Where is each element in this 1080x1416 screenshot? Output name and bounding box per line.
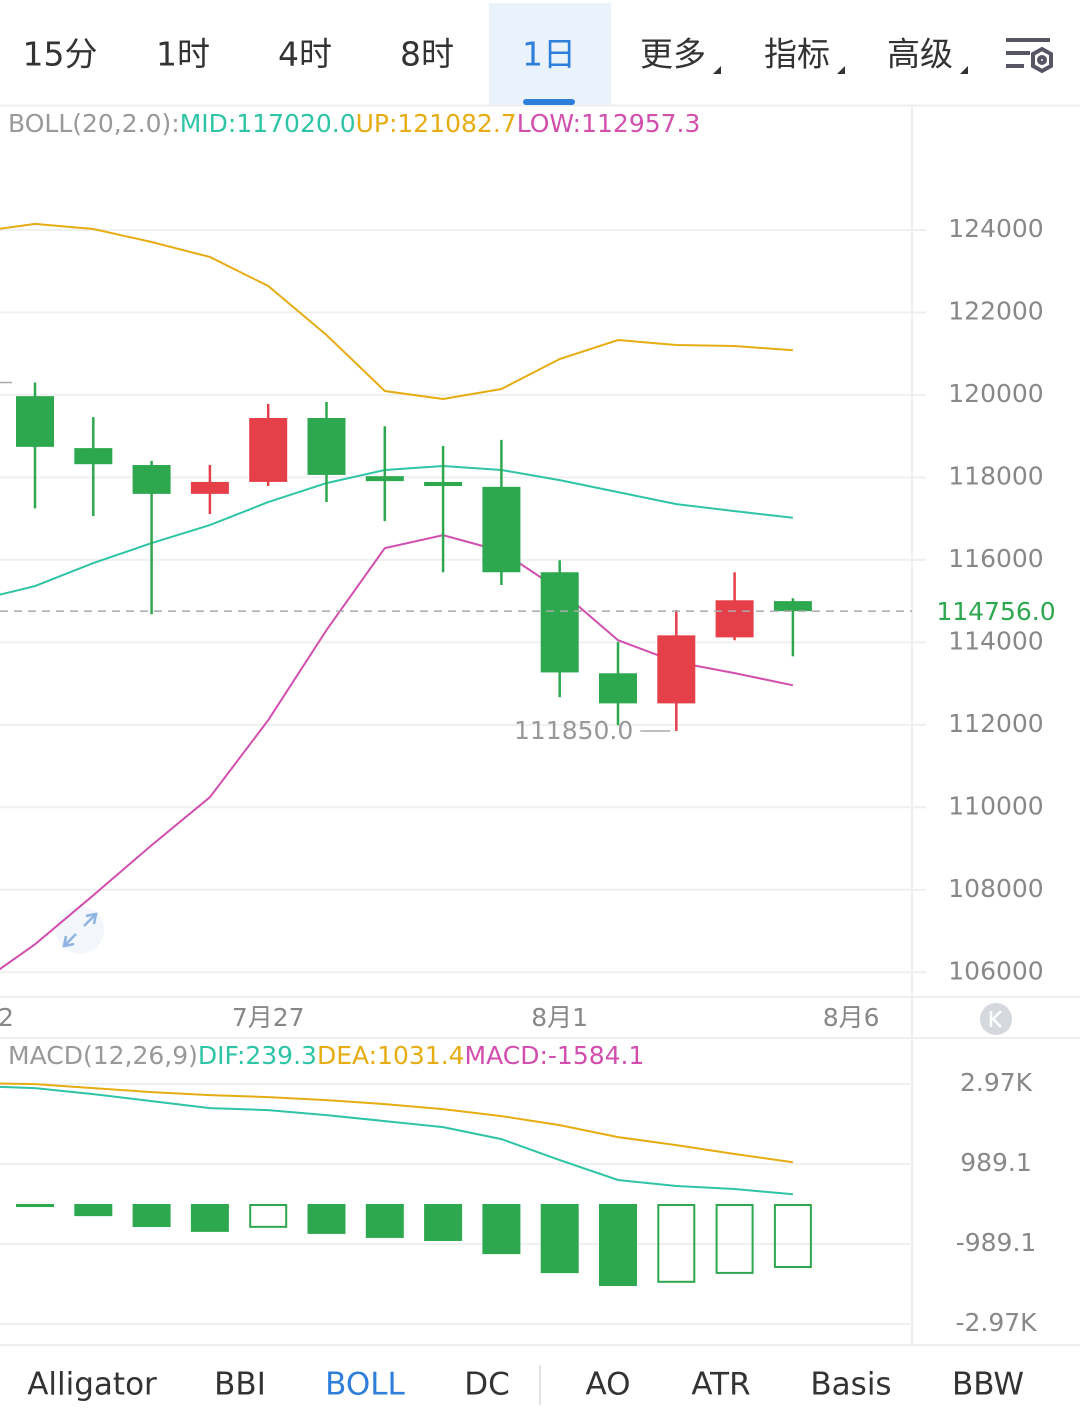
x-tick-label: 2	[0, 1003, 14, 1032]
legend-item: MACD(12,26,9)	[8, 1041, 198, 1070]
indicator-tab[interactable]: BBI	[214, 1367, 266, 1403]
macd-bar	[715, 1204, 754, 1274]
candle-body	[249, 418, 288, 482]
candle-body	[540, 572, 579, 673]
legend-item: LOW:112957.3	[517, 109, 701, 138]
macd-bar	[190, 1204, 229, 1232]
current-price-bg	[930, 595, 1062, 628]
y-tick-label: -2.97K	[955, 1308, 1037, 1337]
icon-dot	[1037, 55, 1047, 65]
dropdown-caret	[713, 66, 721, 74]
y-tick-label: 116000	[948, 544, 1043, 573]
indicator-tab[interactable]: DC	[464, 1367, 510, 1403]
legend-item: MACD:-1584.1	[465, 1041, 645, 1070]
candle-body	[132, 465, 171, 494]
indicator-tab[interactable]: BOLL	[325, 1367, 405, 1403]
y-tick-label: 112000	[948, 709, 1043, 738]
macd-bar	[599, 1204, 637, 1287]
y-tick-label: 122000	[948, 296, 1043, 325]
timeframe-tab[interactable]: 1日	[522, 35, 576, 74]
legend-item: DEA:1031.4	[317, 1041, 465, 1070]
y-tick-label: 989.1	[960, 1148, 1032, 1177]
active-tab-indicator	[523, 99, 575, 105]
legend-item: MID:117020.0	[180, 109, 356, 138]
candle-body	[307, 418, 346, 475]
indicator-tab[interactable]: AO	[585, 1367, 630, 1403]
macd-bar	[132, 1204, 171, 1228]
candle-body	[657, 635, 696, 704]
candle-body	[773, 601, 812, 612]
expand-icon[interactable]	[56, 906, 104, 954]
macd-bar	[424, 1204, 463, 1241]
icon-bg	[980, 1003, 1012, 1035]
low-marker-label: 111850.0	[514, 716, 633, 745]
timeframe-tab[interactable]: 15分	[23, 35, 98, 74]
indicator-tab[interactable]: Basis	[810, 1367, 891, 1403]
timeframe-tab[interactable]: 1时	[156, 35, 210, 74]
indicator-line	[0, 534, 794, 971]
x-tick-label: 8月1	[531, 1003, 588, 1032]
timeframe-tab[interactable]: 更多	[640, 35, 706, 74]
current-price-label: 114756.0	[936, 597, 1055, 626]
timeframe-tab[interactable]: 8时	[400, 35, 454, 74]
candle-body	[190, 481, 229, 494]
y-tick-label: 108000	[948, 874, 1043, 903]
legend-item: UP:121082.7	[356, 109, 517, 138]
icon-arrows	[62, 912, 98, 948]
macd-bar	[74, 1204, 113, 1217]
timeframe-tab[interactable]: 高级	[887, 35, 953, 74]
legend-item: BOLL(20,2.0):	[8, 109, 180, 138]
x-tick-label: 7月27	[232, 1003, 305, 1032]
y-tick-label: -989.1	[956, 1228, 1037, 1257]
plot-area	[0, 1082, 812, 1287]
dropdown-caret	[960, 66, 968, 74]
candle-body	[715, 600, 754, 638]
y-tick-label: 2.97K	[960, 1068, 1033, 1097]
indicator-line	[0, 1085, 793, 1196]
macd-bar	[540, 1204, 579, 1274]
y-tick-label: 106000	[948, 956, 1043, 985]
timeframe-tab[interactable]: 指标	[764, 35, 830, 74]
dropdown-caret	[837, 66, 845, 74]
y-tick-label: 120000	[948, 379, 1043, 408]
y-tick-label: 110000	[948, 791, 1043, 820]
indicator-line	[0, 1082, 794, 1164]
candle-body	[482, 486, 521, 573]
indicator-tab[interactable]: ATR	[691, 1367, 750, 1403]
icon-gear	[1031, 46, 1053, 74]
indicator-line	[0, 222, 793, 401]
y-tick-label: 118000	[948, 461, 1043, 490]
y-tick-label: 114000	[948, 626, 1043, 655]
icon-glyph	[989, 1010, 1002, 1028]
y-tick-label: 124000	[948, 214, 1043, 243]
active-tab-bg	[489, 3, 611, 105]
boll-legend: BOLL(20,2.0):MID:117020.0UP:121082.7LOW:…	[8, 109, 700, 138]
x-tick-label: 8月6	[823, 1003, 880, 1032]
macd-bar	[773, 1204, 812, 1269]
timeframe-tab[interactable]: 4时	[278, 35, 332, 74]
macd-bar	[657, 1204, 696, 1283]
legend-item: DIF:239.3	[198, 1041, 317, 1070]
macd-bar	[482, 1204, 521, 1255]
candle-body	[16, 396, 54, 447]
candle-body	[74, 448, 113, 465]
candle-body	[424, 481, 463, 487]
plot-area	[0, 222, 812, 971]
scroll-start-icon[interactable]	[980, 1003, 1012, 1035]
settings-icon[interactable]	[1006, 38, 1053, 74]
indicator-tab[interactable]: BBW	[952, 1367, 1024, 1403]
macd-bar	[365, 1204, 404, 1238]
macd-bar	[16, 1204, 54, 1208]
macd-legend: MACD(12,26,9)DIF:239.3DEA:1031.4MACD:-15…	[8, 1041, 644, 1070]
candle-body	[365, 476, 404, 482]
candle-body	[599, 673, 637, 704]
indicator-tab[interactable]: Alligator	[27, 1367, 157, 1403]
macd-bar	[307, 1204, 346, 1234]
macd-bar	[249, 1204, 288, 1228]
